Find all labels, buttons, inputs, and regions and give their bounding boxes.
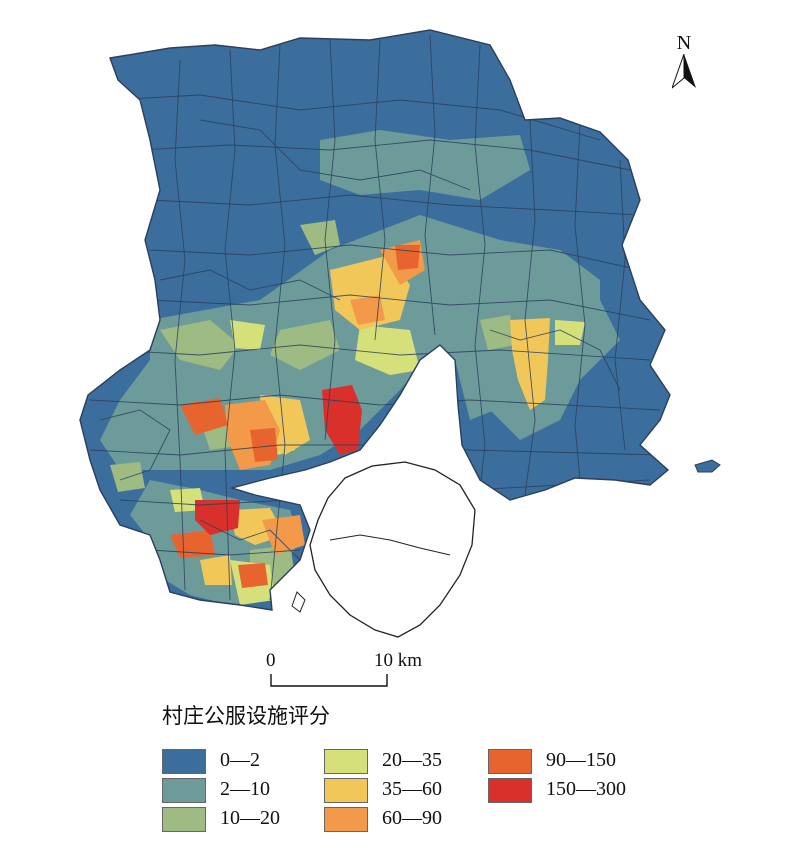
- island-inner-line: [329, 534, 451, 556]
- legend-swatch: [324, 778, 368, 803]
- legend-swatch: [324, 749, 368, 774]
- legend-swatch: [324, 807, 368, 832]
- legend-label: 0—2: [220, 749, 260, 771]
- scale-bar-line: [270, 674, 388, 687]
- legend-swatch: [162, 778, 206, 803]
- legend-swatch: [162, 807, 206, 832]
- land-outline: [79, 29, 671, 611]
- legend-label: 60—90: [382, 807, 442, 829]
- scale-label-ten: 10 km: [374, 650, 423, 671]
- legend-label: 10—20: [220, 807, 280, 829]
- legend-label: 150—300: [546, 778, 626, 800]
- legend-swatch: [488, 778, 532, 803]
- north-label: N: [676, 32, 692, 54]
- scale-bar: 0 10 km: [262, 650, 462, 695]
- legend-swatch: [162, 749, 206, 774]
- small-island: [694, 459, 721, 473]
- map-regions: [80, 30, 670, 610]
- legend-title: 村庄公服设施评分: [162, 704, 330, 728]
- legend-label: 35—60: [382, 778, 442, 800]
- north-arrow-icon: [672, 54, 696, 89]
- island-outline: [309, 461, 476, 638]
- legend: 村庄公服设施评分 0—2 2—10 10—20 20—35 35—60 60—9…: [162, 700, 682, 840]
- north-arrow: N: [664, 32, 704, 92]
- scale-label-zero: 0: [266, 650, 276, 671]
- legend-label: 90—150: [546, 749, 616, 771]
- islet: [291, 591, 306, 613]
- legend-label: 2—10: [220, 778, 270, 800]
- legend-swatch: [488, 749, 532, 774]
- legend-label: 20—35: [382, 749, 442, 771]
